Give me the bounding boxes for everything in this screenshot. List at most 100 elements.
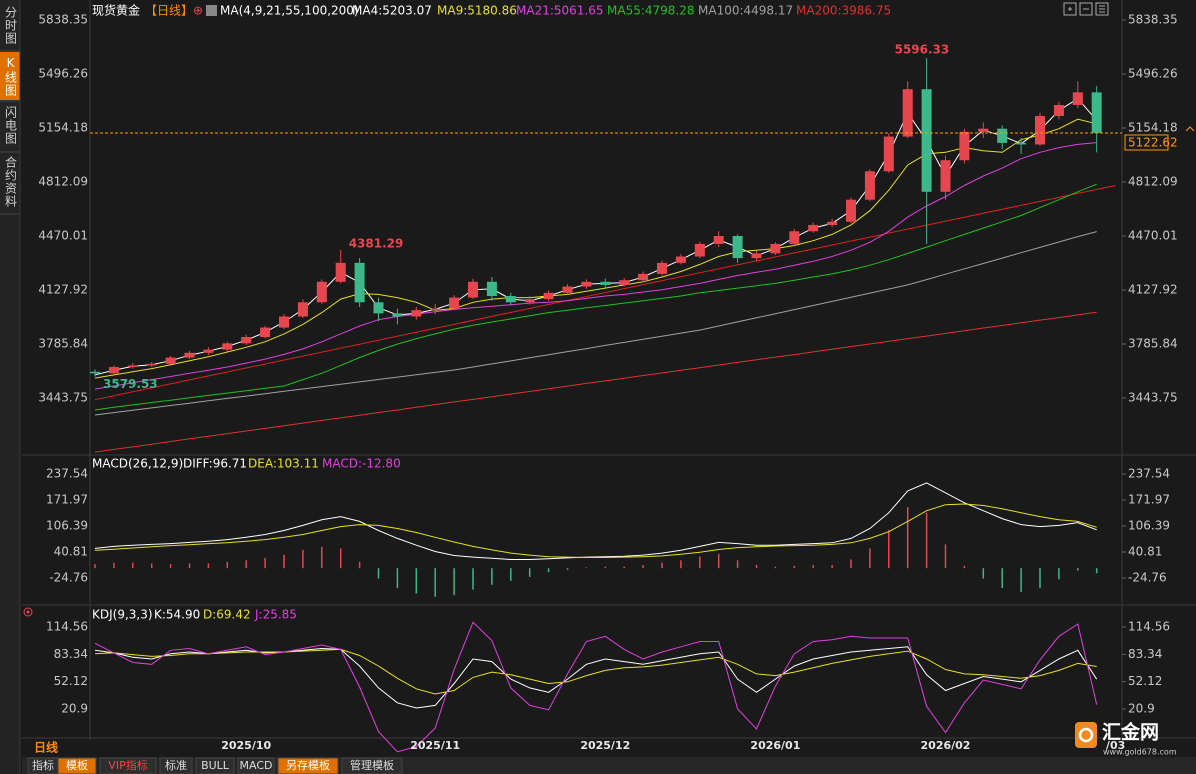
toolbar-tab-label[interactable]: VIP指标 — [108, 758, 147, 772]
y-tick-label: 171.97 — [1128, 492, 1170, 506]
y-tick-label: 237.54 — [46, 466, 88, 480]
sidebar-tab[interactable]: 分时图 — [4, 6, 18, 45]
sidebar-active — [0, 52, 20, 100]
toolbar-tab[interactable] — [341, 757, 403, 774]
icon[interactable] — [1079, 2, 1093, 16]
candle-body — [1053, 104, 1064, 117]
y-tick-label: 5838.35 — [1128, 13, 1178, 27]
ma-line — [94, 142, 1097, 390]
legend-entry: MA200:3986.75 — [796, 4, 891, 18]
candle-body — [108, 367, 119, 374]
panel-header: KDJ(9,3,3) — [92, 608, 153, 622]
toolbar-tab[interactable] — [277, 757, 339, 774]
toolbar-tab[interactable] — [237, 757, 275, 774]
ma-line — [94, 183, 1097, 411]
toolbar-icons — [1063, 2, 1109, 16]
y-tick-label: 40.81 — [1128, 545, 1162, 559]
candle-body — [297, 302, 308, 317]
candle-body — [808, 224, 819, 232]
toolbar-tab[interactable] — [195, 757, 235, 774]
y-tick-label: 83.34 — [54, 647, 88, 661]
toolbar-tab[interactable] — [159, 757, 193, 774]
legend-entry: MA100:4498.17 — [698, 4, 793, 18]
y-tick-label: 237.54 — [1128, 466, 1170, 480]
candle-body — [638, 273, 649, 281]
toolbar-tab-label[interactable]: 指标 — [32, 758, 54, 772]
toolbar-tab[interactable] — [99, 757, 157, 774]
toolbar-tab-label[interactable]: 模板 — [66, 758, 88, 772]
indicator-icon[interactable] — [206, 5, 217, 16]
candle-body — [997, 128, 1008, 143]
add-icon[interactable]: ⊕ — [193, 4, 203, 18]
candle-body — [562, 286, 573, 293]
toolbar-tab-label[interactable]: 标准 — [165, 758, 187, 772]
sidebar-tab[interactable]: 闪电图 — [4, 106, 18, 145]
candle-body — [241, 337, 252, 344]
icon[interactable] — [1095, 2, 1109, 16]
candle-body — [959, 131, 970, 161]
candle-body — [411, 310, 422, 317]
candle-body — [392, 313, 403, 317]
toolbar-tab-label[interactable]: BULL — [201, 759, 230, 772]
y-tick-label: 5154.18 — [38, 120, 88, 134]
sidebar-tab[interactable]: 合约资料 — [4, 155, 18, 208]
candle-body — [600, 281, 611, 285]
candle-body — [751, 253, 762, 259]
y-tick-label: 52.12 — [1128, 674, 1162, 688]
macd-line — [94, 503, 1097, 558]
candle-body — [864, 171, 875, 200]
icon-glyph — [1068, 5, 1105, 13]
period-label: 日线 — [34, 740, 58, 755]
candle-body — [430, 308, 441, 311]
icon[interactable] — [1063, 2, 1077, 16]
candle-body — [127, 365, 138, 368]
y-tick-label: 4470.01 — [1128, 228, 1178, 242]
candle-body — [921, 89, 932, 192]
last-price-box — [1124, 134, 1169, 151]
indicator-icon[interactable] — [23, 607, 33, 617]
panel-header: 【日线】 — [145, 4, 193, 18]
candle-body — [1035, 116, 1045, 145]
y-tick-label: 20.9 — [61, 701, 88, 715]
sidebar-tab[interactable]: K线图 — [4, 56, 18, 97]
last-price-arrow — [1185, 126, 1195, 132]
toolbar-tab[interactable] — [57, 757, 97, 774]
candle-body — [1072, 92, 1083, 105]
x-tick-label: 2025/10 — [221, 739, 271, 752]
candle-body — [675, 256, 686, 263]
logo: 汇金网 www.gold678.com — [1075, 721, 1177, 757]
y-tick-label: 40.81 — [54, 545, 88, 559]
candle-body — [486, 281, 497, 296]
y-tick-label: 4812.09 — [1128, 175, 1178, 189]
candle-body — [260, 327, 271, 338]
candle-body — [505, 295, 516, 303]
kdj-line — [94, 621, 1098, 753]
panel-header: MA(4,9,21,55,100,200) — [220, 4, 359, 18]
ma-line — [94, 231, 1097, 416]
y-tick-label: 171.97 — [46, 492, 88, 506]
sidebar — [0, 0, 20, 774]
candle-body — [165, 357, 176, 364]
y-tick-label: 5154.18 — [1128, 120, 1178, 134]
candle-body — [543, 292, 554, 300]
candle-body — [354, 262, 365, 303]
y-tick-label: -24.76 — [49, 571, 88, 585]
x-tick-label: 2026/02 — [921, 739, 971, 752]
legend-entry: MA4:5203.07 — [352, 4, 432, 18]
toolbar-tab-label[interactable]: 另存模板 — [286, 758, 330, 772]
legend-entry: MA55:4798.28 — [607, 4, 695, 18]
toolbar-tab-label[interactable]: 管理模板 — [350, 758, 394, 772]
logo-mark — [1075, 722, 1097, 748]
y-tick-label: -24.76 — [1128, 571, 1167, 585]
candle-body — [713, 236, 724, 244]
trendline — [94, 184, 1116, 401]
y-tick-label: 4812.09 — [38, 175, 88, 189]
candle-body — [203, 349, 214, 353]
y-tick-label: 4127.92 — [1128, 283, 1178, 297]
legend-entry: MA9:5180.86 — [437, 4, 517, 18]
extreme-label: 3579.53 — [103, 377, 158, 391]
candle-body — [90, 371, 100, 374]
legend-entry: DEA:103.11 — [248, 457, 319, 471]
toolbar-tab-label[interactable]: MACD — [240, 759, 273, 772]
